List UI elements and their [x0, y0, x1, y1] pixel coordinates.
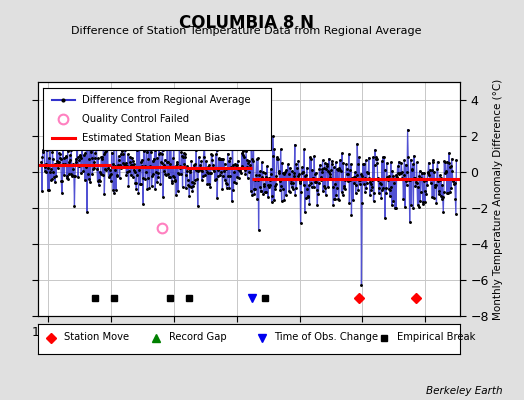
Text: Estimated Station Mean Bias: Estimated Station Mean Bias	[82, 133, 225, 143]
Text: Time of Obs. Change: Time of Obs. Change	[275, 332, 379, 342]
Text: Station Move: Station Move	[63, 332, 129, 342]
Text: COLUMBIA 8 N: COLUMBIA 8 N	[179, 14, 314, 32]
Y-axis label: Monthly Temperature Anomaly Difference (°C): Monthly Temperature Anomaly Difference (…	[493, 78, 503, 320]
Text: Quality Control Failed: Quality Control Failed	[82, 114, 189, 124]
Text: Empirical Break: Empirical Break	[397, 332, 475, 342]
Text: Difference from Regional Average: Difference from Regional Average	[82, 95, 250, 105]
Text: Difference of Station Temperature Data from Regional Average: Difference of Station Temperature Data f…	[71, 26, 421, 36]
Text: Berkeley Earth: Berkeley Earth	[427, 386, 503, 396]
Text: Record Gap: Record Gap	[169, 332, 227, 342]
